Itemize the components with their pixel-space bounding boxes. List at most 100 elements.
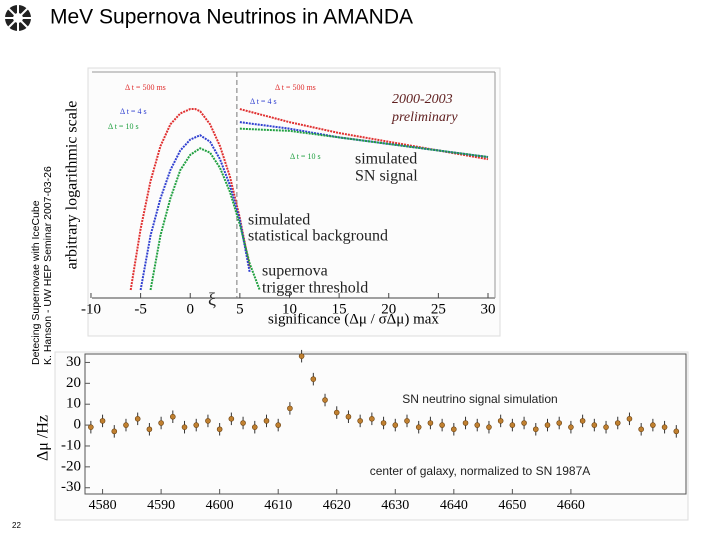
data-point [240, 420, 246, 426]
data-point [497, 418, 504, 424]
data-point [310, 376, 317, 382]
data-point [158, 420, 164, 426]
data-point [263, 418, 270, 424]
plot-frame [84, 353, 687, 495]
annotation: simulated [248, 212, 310, 229]
series-line [239, 127, 489, 159]
data-point [462, 420, 469, 426]
x-tick-label: 4620 [323, 498, 351, 513]
page-number: 22 [12, 521, 21, 530]
logo [4, 4, 32, 32]
y-tick-label: 0 [74, 417, 82, 433]
annotation: simulated [355, 151, 417, 168]
data-point [638, 426, 644, 433]
annotation: statistical background [248, 228, 388, 245]
data-point [275, 422, 281, 428]
x-tick-label: 10 [282, 301, 297, 317]
x-tick-label: 0 [186, 301, 194, 317]
data-point [357, 418, 363, 424]
data-point [333, 409, 340, 416]
data-point [568, 424, 574, 430]
data-point [591, 422, 598, 428]
data-point [404, 418, 410, 424]
data-point [369, 416, 375, 422]
data-point [626, 416, 633, 422]
data-point [345, 413, 352, 420]
x-tick-label: 15 [332, 301, 347, 317]
x-tick-label: -10 [81, 301, 101, 317]
legend-label: Δ t = 4 s [120, 107, 147, 116]
data-point [380, 420, 387, 426]
y-tick-label: 30 [66, 354, 81, 370]
data-point [556, 420, 563, 426]
data-point [134, 416, 141, 422]
data-point [322, 397, 328, 403]
series-line [149, 147, 261, 291]
annotation: center of galaxy, normalized to SN 1987A [370, 464, 591, 478]
series-line [139, 134, 251, 291]
data-point [521, 420, 527, 426]
data-point [486, 424, 492, 430]
annotation: ξ [208, 289, 216, 309]
annotation: Δ t = 500 ms [275, 83, 316, 92]
data-point [532, 426, 539, 433]
data-point [392, 422, 399, 428]
x-tick-label: 25 [431, 301, 446, 317]
annotation: preliminary [391, 110, 458, 125]
series-line [129, 108, 251, 291]
data-point [661, 424, 668, 430]
data-point [88, 424, 94, 430]
y-tick-label: -30 [61, 479, 81, 495]
data-point [298, 353, 305, 359]
x-axis-label: significance (Δμ / σΔμ) max [268, 311, 439, 327]
data-point [287, 405, 293, 412]
data-point [474, 422, 481, 428]
data-point [111, 428, 118, 435]
data-point [99, 418, 106, 424]
data-point [251, 424, 258, 430]
y-axis-label: arbitrary logarithmic scale [64, 101, 81, 270]
x-tick-label: 4590 [147, 498, 175, 513]
data-point [415, 424, 422, 430]
data-point [579, 418, 586, 424]
side-line: K. Hanson - UW HEP Seminar 2007-03-26 [42, 166, 54, 365]
y-tick-label: 10 [66, 396, 81, 412]
data-point [650, 422, 656, 428]
x-tick-label: 5 [236, 301, 244, 317]
data-point [181, 424, 188, 430]
data-point [228, 416, 235, 422]
slide-title: MeV Supernova Neutrinos in AMANDA [50, 6, 413, 29]
data-point [603, 424, 609, 430]
x-tick-label: -5 [134, 301, 147, 317]
data-point [193, 422, 200, 428]
data-point [544, 422, 551, 428]
y-tick-label: 20 [66, 375, 81, 391]
x-tick-label: 30 [481, 301, 496, 317]
annotation: supernova [262, 263, 328, 280]
data-point [509, 422, 516, 428]
data-point [673, 428, 680, 435]
x-tick-label: 4660 [557, 498, 585, 513]
chart-background [87, 67, 501, 337]
x-tick-label: 20 [381, 301, 396, 317]
legend-label: Δ t = 10 s [108, 122, 139, 131]
x-tick-label: 4640 [440, 498, 468, 513]
data-point [216, 426, 223, 433]
data-point [451, 426, 457, 433]
data-point [170, 413, 176, 420]
y-axis-label: Δμ /Hz [35, 415, 52, 461]
x-tick-label: 4610 [264, 498, 292, 513]
x-tick-label: 4630 [381, 498, 409, 513]
data-point [439, 422, 445, 428]
annotation: SN neutrino signal simulation [402, 392, 557, 406]
data-point [427, 420, 434, 426]
annotation: trigger threshold [262, 280, 368, 297]
data-point [614, 420, 621, 426]
annotation: Δ t = 4 s [250, 97, 277, 106]
x-tick-label: 4580 [89, 498, 117, 513]
data-point [123, 422, 129, 428]
legend-label: Δ t = 500 ms [125, 83, 166, 92]
annotation: 2000-2003 [392, 92, 453, 107]
side-line: Detecing Supernovae with IceCube [30, 200, 42, 365]
